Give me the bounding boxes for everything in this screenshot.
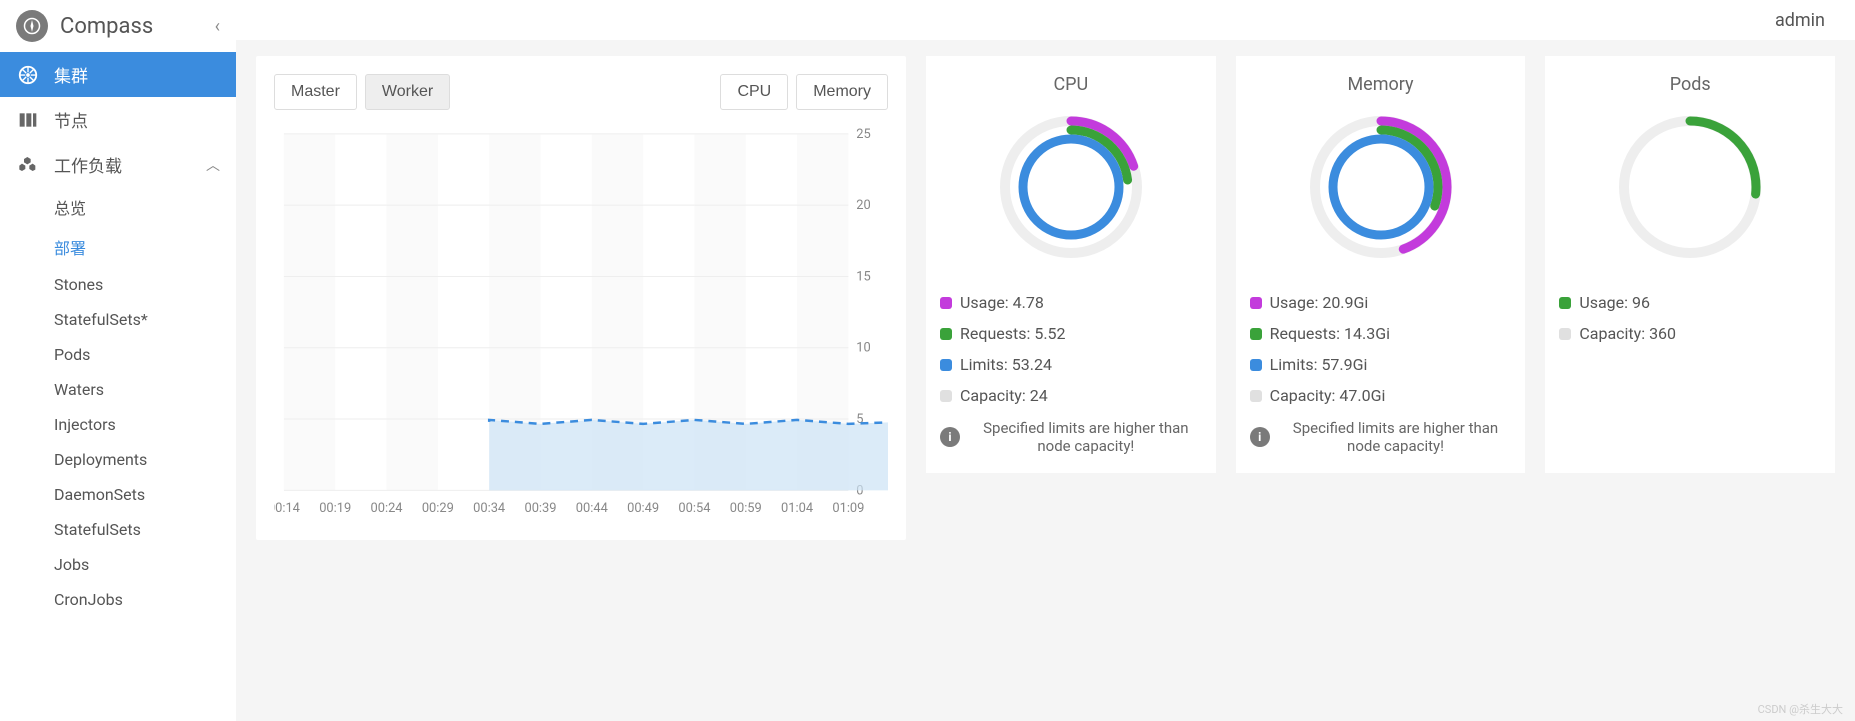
gauge-panel-memory: Memory Usage: 20.9Gi Requests: 14.3Gi Limit… (1236, 56, 1526, 473)
legend-dot-icon (940, 390, 952, 402)
info-icon: i (940, 427, 960, 447)
svg-text:00:39: 00:39 (524, 501, 556, 516)
svg-text:00:19: 00:19 (319, 501, 351, 516)
sidebar-item-label: 节点 (54, 107, 220, 132)
svg-text:20: 20 (856, 198, 870, 213)
legend-row: Usage: 4.78 (940, 287, 1202, 318)
legend-label: Capacity: 47.0Gi (1270, 386, 1386, 405)
sidebar-item-workloads[interactable]: 工作负载 ︿ (0, 142, 236, 187)
legend-dot-icon (1250, 390, 1262, 402)
legend-dot-icon (1559, 297, 1571, 309)
sidebar-subitem[interactable]: Stones (0, 267, 236, 302)
app-title: Compass (60, 14, 203, 39)
sidebar-header: Compass ‹ (0, 0, 236, 52)
svg-text:00:44: 00:44 (576, 501, 608, 516)
info-icon: i (1250, 427, 1270, 447)
legend-row: Requests: 5.52 (940, 318, 1202, 349)
sidebar-subitem[interactable]: Jobs (0, 547, 236, 582)
legend-dot-icon (1559, 328, 1571, 340)
sidebar-item-label: 集群 (54, 62, 220, 87)
legend-row: Usage: 20.9Gi (1250, 287, 1512, 318)
legend-label: Usage: 20.9Gi (1270, 293, 1369, 312)
gauge-title: Memory (1250, 74, 1512, 95)
legend-dot-icon (940, 297, 952, 309)
legend-row: Usage: 96 (1559, 287, 1821, 318)
gauge-panel-cpu: CPU Usage: 4.78 Requests: 5.52 Limits: 53.2… (926, 56, 1216, 473)
sidebar-item-cluster[interactable]: 集群 (0, 52, 236, 97)
watermark: CSDN @杀生大大 (1758, 701, 1843, 717)
legend-label: Usage: 4.78 (960, 293, 1044, 312)
gauge-chart (1610, 107, 1770, 267)
legend-label: Limits: 57.9Gi (1270, 355, 1368, 374)
sidebar-subitem[interactable]: DaemonSets (0, 477, 236, 512)
svg-text:00:59: 00:59 (730, 501, 762, 516)
sidebar-subitem[interactable]: CronJobs (0, 582, 236, 617)
svg-text:00:24: 00:24 (371, 501, 403, 516)
svg-text:00:29: 00:29 (422, 501, 454, 516)
svg-text:15: 15 (856, 269, 870, 284)
chart-toggle-master[interactable]: Master (274, 74, 357, 110)
svg-text:01:04: 01:04 (781, 501, 813, 516)
legend-dot-icon (1250, 297, 1262, 309)
legend-row: Capacity: 24 (940, 380, 1202, 411)
legend-row: Limits: 57.9Gi (1250, 349, 1512, 380)
legend-label: Usage: 96 (1579, 293, 1650, 312)
gauge-chart (991, 107, 1151, 267)
sidebar-subitem[interactable]: Pods (0, 337, 236, 372)
chart-panel: MasterWorker CPUMemory 051015202500:1400… (256, 56, 906, 540)
svg-text:01:09: 01:09 (832, 501, 864, 516)
sidebar-item-label: 工作负载 (54, 152, 192, 177)
svg-text:00:54: 00:54 (678, 501, 710, 516)
legend-dot-icon (940, 359, 952, 371)
svg-text:00:49: 00:49 (627, 501, 659, 516)
legend-label: Capacity: 360 (1579, 324, 1676, 343)
svg-text:00:34: 00:34 (473, 501, 505, 516)
legend-label: Requests: 14.3Gi (1270, 324, 1390, 343)
sidebar-subitem[interactable]: Waters (0, 372, 236, 407)
legend-row: Limits: 53.24 (940, 349, 1202, 380)
gauge-title: CPU (940, 74, 1202, 95)
chart-toggle-memory[interactable]: Memory (796, 74, 888, 110)
sidebar-subitem[interactable]: StatefulSets (0, 512, 236, 547)
user-label[interactable]: admin (1775, 10, 1825, 31)
sidebar-subitem[interactable]: 总览 (0, 187, 236, 227)
servers-icon (16, 110, 40, 130)
sidebar: Compass ‹ 集群 节点 工作负载 ︿ 总览部署StonesStatefu… (0, 0, 236, 721)
warning-text: Specified limits are higher than node ca… (970, 419, 1202, 455)
main-content: MasterWorker CPUMemory 051015202500:1400… (236, 0, 1855, 721)
chart-toggle-cpu[interactable]: CPU (720, 74, 788, 110)
gauge-chart (1301, 107, 1461, 267)
sidebar-subitem[interactable]: StatefulSets* (0, 302, 236, 337)
svg-text:00:14: 00:14 (274, 501, 300, 516)
legend-row: Capacity: 47.0Gi (1250, 380, 1512, 411)
compass-logo-icon (16, 10, 48, 42)
svg-text:10: 10 (856, 341, 870, 356)
legend-label: Capacity: 24 (960, 386, 1048, 405)
chevron-up-icon: ︿ (206, 155, 220, 175)
sidebar-subitem[interactable]: Deployments (0, 442, 236, 477)
cubes-icon (16, 155, 40, 175)
gauge-title: Pods (1559, 74, 1821, 95)
legend-label: Requests: 5.52 (960, 324, 1066, 343)
chart-toolbar: MasterWorker CPUMemory (274, 74, 888, 110)
warning-text: Specified limits are higher than node ca… (1280, 419, 1512, 455)
legend-label: Limits: 53.24 (960, 355, 1052, 374)
legend-dot-icon (1250, 328, 1262, 340)
line-chart: 051015202500:1400:1900:2400:2900:3400:39… (274, 122, 888, 522)
legend-row: Capacity: 360 (1559, 318, 1821, 349)
gauge-warning: i Specified limits are higher than node c… (1250, 411, 1512, 455)
topbar: admin (236, 0, 1855, 40)
gauge-panel-pods: Pods Usage: 96 Capacity: 360 (1545, 56, 1835, 473)
sidebar-item-nodes[interactable]: 节点 (0, 97, 236, 142)
sidebar-subitem[interactable]: 部署 (0, 227, 236, 267)
wheel-icon (16, 64, 40, 86)
legend-row: Requests: 14.3Gi (1250, 318, 1512, 349)
sidebar-collapse-button[interactable]: ‹ (215, 16, 220, 37)
legend-dot-icon (1250, 359, 1262, 371)
svg-text:25: 25 (856, 127, 870, 142)
chart-toggle-worker[interactable]: Worker (365, 74, 450, 110)
sidebar-subitem[interactable]: Injectors (0, 407, 236, 442)
legend-dot-icon (940, 328, 952, 340)
gauge-warning: i Specified limits are higher than node c… (940, 411, 1202, 455)
